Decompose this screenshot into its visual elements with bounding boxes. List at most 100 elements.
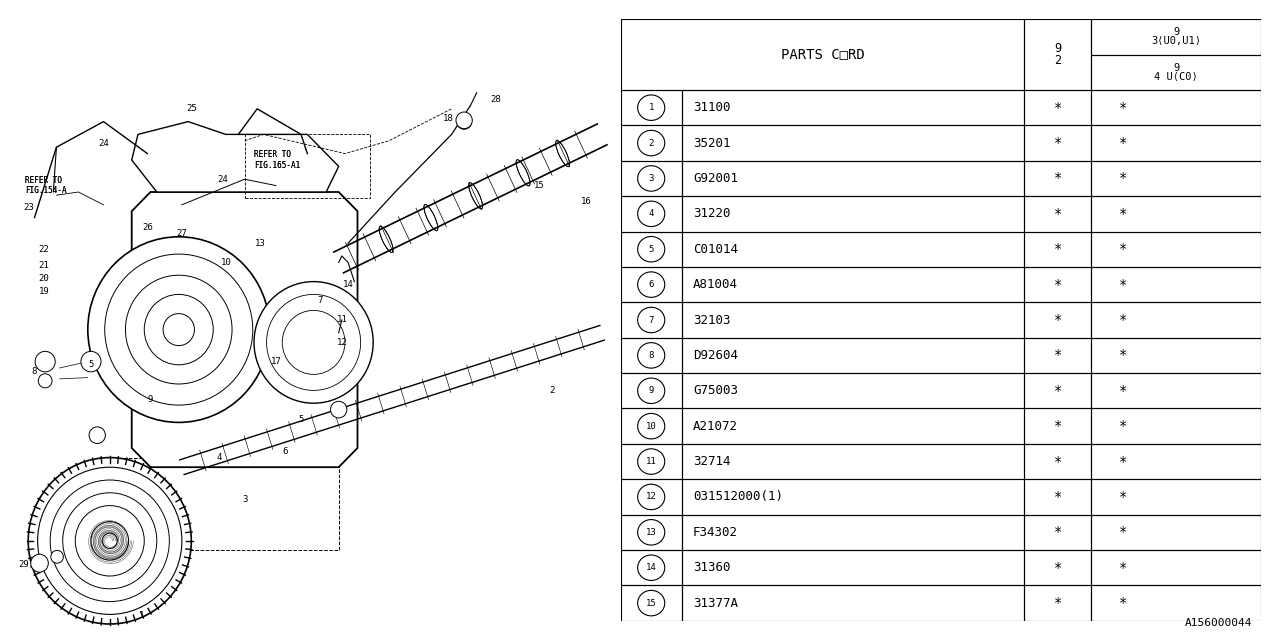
Text: 9
4 U⟨C0⟩: 9 4 U⟨C0⟩ <box>1155 63 1198 82</box>
Text: *: * <box>1119 136 1128 150</box>
Circle shape <box>253 282 374 403</box>
Text: *: * <box>1119 525 1128 540</box>
Text: A81004: A81004 <box>694 278 739 291</box>
Text: *: * <box>1053 490 1062 504</box>
Circle shape <box>88 237 270 422</box>
Bar <box>681 302 1024 338</box>
Bar <box>1024 408 1091 444</box>
Circle shape <box>637 590 664 616</box>
Text: 13: 13 <box>646 528 657 537</box>
Text: *: * <box>1119 207 1128 221</box>
Text: 14: 14 <box>646 563 657 572</box>
Circle shape <box>38 374 52 388</box>
Circle shape <box>637 272 664 298</box>
Bar <box>1024 125 1091 161</box>
Text: 17: 17 <box>270 357 282 366</box>
Bar <box>681 373 1024 408</box>
Text: 32103: 32103 <box>694 314 731 326</box>
Bar <box>1091 161 1261 196</box>
Circle shape <box>637 131 664 156</box>
Bar <box>1024 550 1091 586</box>
Text: 7: 7 <box>649 316 654 324</box>
Text: *: * <box>1053 561 1062 575</box>
Text: F34302: F34302 <box>694 526 739 539</box>
Text: 10: 10 <box>220 258 232 267</box>
Bar <box>1091 338 1261 373</box>
Text: *: * <box>1053 136 1062 150</box>
Text: 24: 24 <box>99 140 109 148</box>
Text: 9: 9 <box>649 387 654 396</box>
Text: *: * <box>1053 384 1062 398</box>
Text: 9: 9 <box>148 396 154 404</box>
Text: *: * <box>1053 419 1062 433</box>
Bar <box>681 267 1024 302</box>
Circle shape <box>51 550 63 563</box>
Bar <box>1091 302 1261 338</box>
Bar <box>1024 232 1091 267</box>
Bar <box>1091 479 1261 515</box>
Bar <box>621 19 1024 90</box>
Bar <box>1091 19 1261 54</box>
Circle shape <box>81 351 101 372</box>
Circle shape <box>457 114 471 129</box>
Text: 7: 7 <box>317 296 323 305</box>
Bar <box>681 550 1024 586</box>
Text: 9
3⟨U0,U1⟩: 9 3⟨U0,U1⟩ <box>1151 28 1201 46</box>
Bar <box>681 232 1024 267</box>
Bar <box>681 161 1024 196</box>
Bar <box>681 444 1024 479</box>
Circle shape <box>637 201 664 227</box>
Circle shape <box>637 555 664 580</box>
Text: 11: 11 <box>337 316 347 324</box>
Text: *: * <box>1053 100 1062 115</box>
Text: REFER TO
FIG.154-A: REFER TO FIG.154-A <box>26 176 67 195</box>
Bar <box>681 515 1024 550</box>
Circle shape <box>90 427 105 444</box>
Text: 27: 27 <box>177 229 187 238</box>
Text: 3: 3 <box>242 495 247 504</box>
Bar <box>1024 161 1091 196</box>
Circle shape <box>637 449 664 474</box>
Bar <box>1024 444 1091 479</box>
Text: 6: 6 <box>283 447 288 456</box>
Bar <box>681 479 1024 515</box>
Text: 24: 24 <box>218 175 228 184</box>
Text: *: * <box>1119 596 1128 610</box>
Text: PARTS C□RD: PARTS C□RD <box>781 47 864 61</box>
Text: 5: 5 <box>88 360 93 369</box>
Bar <box>1024 338 1091 373</box>
Bar <box>1024 586 1091 621</box>
Text: 35201: 35201 <box>694 136 731 150</box>
Circle shape <box>637 342 664 368</box>
Bar <box>621 479 681 515</box>
Text: *: * <box>1053 207 1062 221</box>
Text: 5: 5 <box>298 415 303 424</box>
Bar <box>621 196 681 232</box>
Circle shape <box>31 554 49 572</box>
Text: 29: 29 <box>18 560 29 569</box>
Bar <box>1024 373 1091 408</box>
Bar <box>1024 479 1091 515</box>
Text: 12: 12 <box>646 492 657 502</box>
Text: 4: 4 <box>649 209 654 218</box>
Text: 15: 15 <box>646 598 657 607</box>
Circle shape <box>456 112 472 129</box>
Bar <box>1091 550 1261 586</box>
Bar <box>1024 515 1091 550</box>
Text: 12: 12 <box>337 338 347 347</box>
Text: A156000044: A156000044 <box>1184 618 1252 628</box>
Circle shape <box>637 95 664 120</box>
Text: 5: 5 <box>649 244 654 253</box>
Text: 25: 25 <box>186 104 197 113</box>
Bar <box>621 408 681 444</box>
Text: *: * <box>1119 313 1128 327</box>
Bar <box>1024 196 1091 232</box>
Bar <box>621 550 681 586</box>
Bar <box>1091 586 1261 621</box>
Text: *: * <box>1119 384 1128 398</box>
Bar <box>621 161 681 196</box>
Text: 4: 4 <box>216 453 223 462</box>
Bar <box>1024 19 1091 90</box>
Bar <box>621 232 681 267</box>
Text: 16: 16 <box>581 197 591 206</box>
